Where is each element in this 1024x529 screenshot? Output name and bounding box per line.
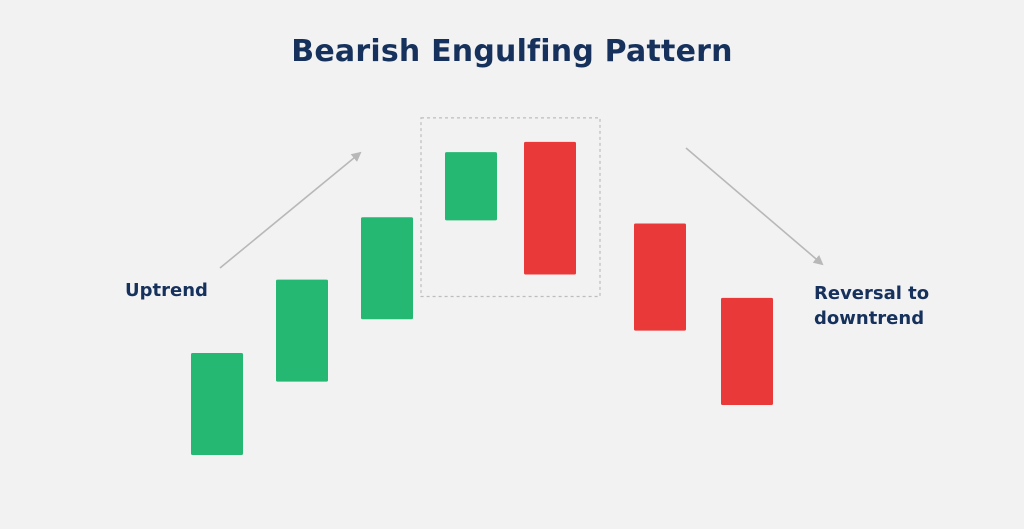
page-title: Bearish Engulfing Pattern bbox=[291, 34, 733, 69]
candle-7 bbox=[721, 297, 773, 405]
candle-3 bbox=[361, 217, 413, 320]
reversal-label-line2: downtrend bbox=[814, 308, 925, 329]
candle-5 bbox=[524, 141, 576, 275]
reversal-label-line1: Reversal to bbox=[814, 283, 930, 304]
downtrend-arrow bbox=[685, 147, 824, 266]
candle-6 bbox=[634, 223, 686, 331]
candle-2 bbox=[276, 279, 328, 382]
uptrend-arrow bbox=[219, 151, 362, 269]
reversal-label: Reversal to downtrend bbox=[814, 281, 974, 331]
uptrend-label: Uptrend bbox=[125, 280, 208, 301]
candle-4 bbox=[445, 152, 497, 221]
engulfing-highlight-box bbox=[420, 117, 601, 298]
candle-1 bbox=[191, 353, 243, 455]
